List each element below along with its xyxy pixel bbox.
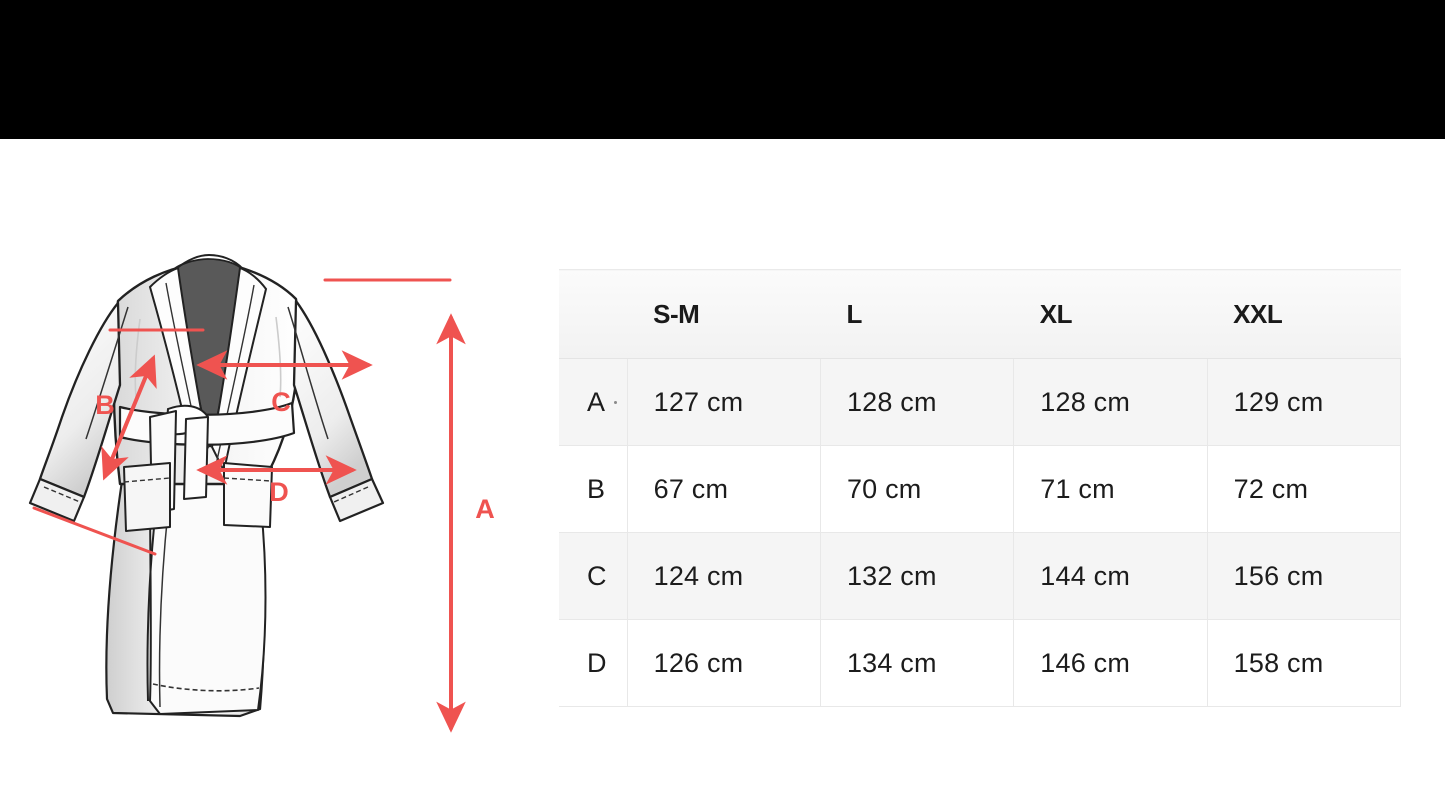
- cell-c-s-m: 124 cm: [626, 532, 821, 620]
- measure-label-b: B: [95, 390, 115, 420]
- measurement-overlay: A B C D: [32, 278, 495, 733]
- cell-d-xl: 146 cm: [1013, 619, 1208, 707]
- robe-collar-band: [175, 253, 244, 270]
- measure-arrow-b: [101, 354, 157, 481]
- robe-cuff-right: [328, 477, 385, 523]
- row-label-d: D: [559, 619, 628, 707]
- robe-sleeve-right: [292, 299, 374, 499]
- cell-c-l: 132 cm: [819, 532, 1015, 620]
- column-header-xl: XL: [1013, 269, 1208, 359]
- cell-c-xxl: 156 cm: [1206, 532, 1402, 620]
- row-a-dot-artifact: [614, 400, 618, 404]
- robe-hem-fold: [152, 683, 260, 692]
- cell-d-xxl: 158 cm: [1206, 619, 1402, 707]
- header-row: S-M L XL XXL: [559, 269, 1401, 359]
- robe-drawing: [28, 253, 385, 718]
- cell-a-l: 128 cm: [819, 358, 1015, 446]
- cell-b-l: 70 cm: [819, 445, 1015, 533]
- table-row: C 124 cm 132 cm 144 cm 156 cm: [559, 532, 1402, 620]
- robe-pocket-left: [123, 462, 171, 532]
- column-header-s-m: S-M: [627, 269, 821, 359]
- size-guide-canvas: A B C D S-M L XL XXL: [0, 139, 1445, 796]
- column-header-l: L: [820, 269, 1014, 359]
- cell-b-s-m: 67 cm: [626, 445, 821, 533]
- cell-b-xxl: 72 cm: [1206, 445, 1402, 533]
- row-label-a-text: A: [587, 386, 606, 417]
- size-chart-body: A 127 cm 128 cm 128 cm 129 cm B 67 cm 70…: [559, 358, 1402, 707]
- measure-label-a: A: [475, 494, 495, 524]
- cell-d-l: 134 cm: [819, 619, 1015, 707]
- robe-cuff-right-seam: [333, 486, 369, 503]
- size-chart-table: S-M L XL XXL A 127 cm 128 cm 128 cm 129 …: [559, 269, 1402, 707]
- cell-b-xl: 71 cm: [1013, 445, 1208, 533]
- bathrobe-illustration: A B C D: [0, 179, 520, 759]
- table-row: A 127 cm 128 cm 128 cm 129 cm: [559, 358, 1402, 446]
- measure-label-c: C: [271, 387, 291, 417]
- row-label-b: B: [559, 445, 628, 533]
- table-row: B 67 cm 70 cm 71 cm 72 cm: [559, 445, 1402, 533]
- header-corner-cell: [559, 269, 628, 359]
- size-chart-header: S-M L XL XXL: [559, 269, 1401, 359]
- row-label-c: C: [559, 532, 628, 620]
- cell-a-s-m: 127 cm: [626, 358, 821, 446]
- robe-belt-tail-right: [183, 416, 209, 500]
- leader-line-lower-left-diagonal: [32, 506, 157, 556]
- measure-label-d: D: [269, 477, 289, 507]
- cell-d-s-m: 126 cm: [626, 619, 821, 707]
- robe-cuff-left-seam: [43, 486, 81, 503]
- row-label-a: A: [559, 358, 628, 446]
- cell-a-xxl: 129 cm: [1206, 358, 1402, 446]
- column-header-xxl: XXL: [1207, 269, 1401, 359]
- size-chart-table-wrapper: S-M L XL XXL A 127 cm 128 cm 128 cm 129 …: [559, 269, 1402, 707]
- cell-c-xl: 144 cm: [1013, 532, 1208, 620]
- table-row: D 126 cm 134 cm 146 cm 158 cm: [559, 619, 1402, 707]
- robe-cuff-left: [28, 477, 86, 523]
- robe-pocket-right: [223, 462, 273, 528]
- letterbox-bar-top: [0, 0, 1445, 139]
- cell-a-xl: 128 cm: [1013, 358, 1208, 446]
